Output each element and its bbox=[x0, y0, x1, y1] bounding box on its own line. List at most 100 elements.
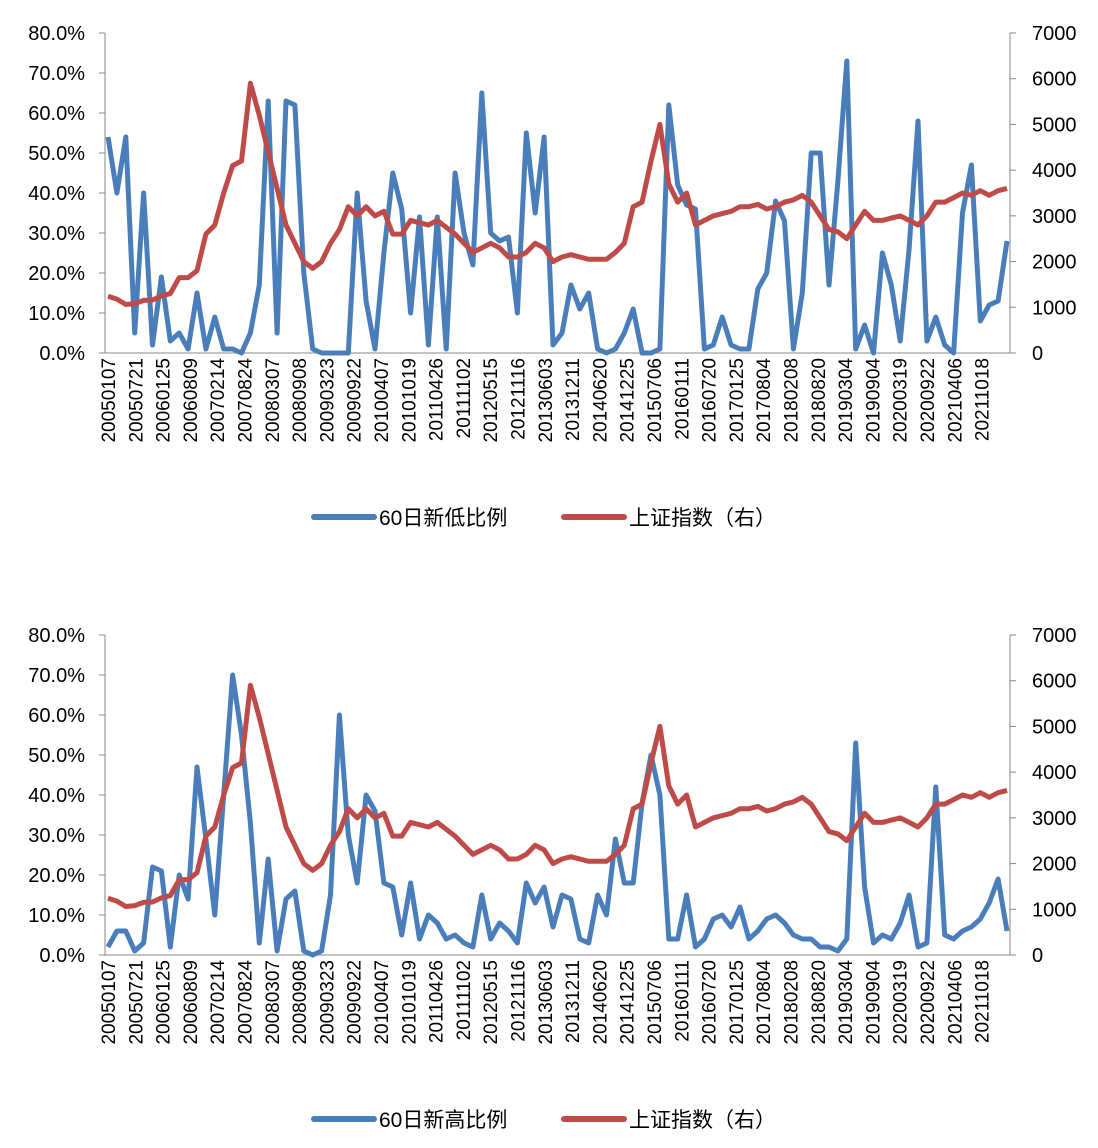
x-tick-label: 20050721 bbox=[126, 358, 147, 443]
left-tick-label: 60.0% bbox=[28, 705, 85, 727]
legend-label-ratio: 60日新高比例 bbox=[379, 1109, 507, 1132]
x-tick-label: 20190904 bbox=[863, 358, 884, 443]
new-high-ratio-line bbox=[105, 672, 1010, 958]
right-tick-label: 4000 bbox=[1032, 762, 1077, 784]
x-tick-label: 20160111 bbox=[672, 960, 693, 1042]
x-tick-label: 20150706 bbox=[645, 358, 666, 443]
x-tick-label: 20140620 bbox=[590, 960, 611, 1045]
right-tick-label: 5000 bbox=[1032, 114, 1077, 136]
left-tick-label: 80.0% bbox=[28, 23, 85, 45]
x-tick-label: 20130603 bbox=[536, 358, 557, 443]
legend-label-index: 上证指数（右） bbox=[629, 1109, 776, 1132]
legend-label-ratio: 60日新低比例 bbox=[379, 507, 507, 530]
x-tick-label: 20160720 bbox=[700, 960, 721, 1045]
x-tick-label: 20111102 bbox=[454, 960, 475, 1040]
left-tick-label: 30.0% bbox=[28, 825, 85, 847]
x-tick-label: 20131211 bbox=[563, 960, 584, 1043]
x-tick-label: 20090323 bbox=[317, 960, 338, 1045]
x-tick-label: 20080307 bbox=[263, 358, 284, 443]
x-tick-label: 20211018 bbox=[973, 358, 994, 441]
x-tick-label: 20200922 bbox=[918, 960, 939, 1045]
shanghai-index-line bbox=[107, 80, 1008, 307]
left-tick-label: 50.0% bbox=[28, 745, 85, 767]
x-tick-label: 20141225 bbox=[618, 358, 639, 443]
right-tick-label: 2000 bbox=[1032, 854, 1077, 876]
x-tick-label: 20180820 bbox=[809, 960, 830, 1045]
x-tick-label: 20100407 bbox=[372, 960, 393, 1045]
new-low-ratio-line bbox=[105, 58, 1010, 356]
left-tick-label: 0.0% bbox=[39, 343, 85, 365]
x-tick-label: 20131211 bbox=[563, 358, 584, 441]
x-tick-label: 20070214 bbox=[208, 960, 229, 1045]
x-tick-label: 20090922 bbox=[345, 960, 366, 1045]
legend-label-index: 上证指数（右） bbox=[629, 507, 776, 530]
right-tick-label: 4000 bbox=[1032, 160, 1077, 182]
right-tick-label: 7000 bbox=[1032, 625, 1077, 647]
x-tick-label: 20160720 bbox=[700, 358, 721, 443]
x-tick-label: 20070824 bbox=[236, 358, 257, 443]
right-tick-label: 1000 bbox=[1032, 899, 1077, 921]
x-tick-label: 20111102 bbox=[454, 358, 475, 438]
x-tick-label: 20130603 bbox=[536, 960, 557, 1045]
shanghai-index-line bbox=[107, 682, 1008, 909]
x-tick-label: 20060125 bbox=[154, 960, 175, 1045]
left-tick-label: 30.0% bbox=[28, 223, 85, 245]
left-tick-label: 40.0% bbox=[28, 183, 85, 205]
left-tick-label: 70.0% bbox=[28, 665, 85, 687]
left-tick-label: 20.0% bbox=[28, 263, 85, 285]
x-tick-label: 20060809 bbox=[181, 358, 202, 443]
x-tick-label: 20060809 bbox=[181, 960, 202, 1045]
right-tick-label: 6000 bbox=[1032, 671, 1077, 693]
x-tick-label: 20121116 bbox=[509, 358, 530, 440]
right-tick-label: 2000 bbox=[1032, 252, 1077, 274]
left-tick-label: 10.0% bbox=[28, 905, 85, 927]
x-tick-label: 20190304 bbox=[836, 960, 857, 1045]
x-tick-label: 20090323 bbox=[317, 358, 338, 443]
left-tick-label: 60.0% bbox=[28, 103, 85, 125]
x-tick-label: 20110426 bbox=[427, 358, 448, 441]
x-tick-label: 20200319 bbox=[891, 960, 912, 1045]
x-tick-label: 20140620 bbox=[590, 358, 611, 443]
x-tick-label: 20100407 bbox=[372, 358, 393, 443]
left-tick-label: 80.0% bbox=[28, 625, 85, 647]
new-high-ratio-chart: 0.0% 10.0% 20.0% 30.0% 40.0% 50.0% 60.0% 70.0% 8… bbox=[28, 625, 1076, 1132]
x-tick-label: 20070824 bbox=[236, 960, 257, 1045]
right-tick-label: 0 bbox=[1032, 945, 1043, 967]
x-tick-label: 20120515 bbox=[481, 358, 502, 443]
x-tick-label: 20050107 bbox=[99, 960, 120, 1045]
x-tick-label: 20170804 bbox=[754, 358, 775, 443]
left-tick-label: 50.0% bbox=[28, 143, 85, 165]
x-tick-label: 20080307 bbox=[263, 960, 284, 1045]
x-tick-label: 20110426 bbox=[427, 960, 448, 1043]
x-tick-label: 20060125 bbox=[154, 358, 175, 443]
right-tick-label: 7000 bbox=[1032, 23, 1077, 45]
x-tick-label: 20090922 bbox=[345, 358, 366, 443]
x-tick-label: 20180208 bbox=[782, 358, 803, 443]
x-tick-label: 20101019 bbox=[399, 960, 420, 1045]
right-tick-label: 6000 bbox=[1032, 69, 1077, 91]
x-tick-label: 20101019 bbox=[399, 358, 420, 443]
left-tick-label: 0.0% bbox=[39, 945, 85, 967]
x-tick-label: 20160111 bbox=[672, 358, 693, 440]
x-tick-label: 20080908 bbox=[290, 960, 311, 1045]
x-tick-label: 20210406 bbox=[945, 960, 966, 1045]
x-tick-label: 20200922 bbox=[918, 358, 939, 443]
left-tick-label: 20.0% bbox=[28, 865, 85, 887]
x-tick-label: 20170125 bbox=[727, 960, 748, 1045]
x-tick-label: 20070214 bbox=[208, 358, 229, 443]
x-tick-label: 20150706 bbox=[645, 960, 666, 1045]
x-tick-label: 20210406 bbox=[945, 358, 966, 443]
x-tick-label: 20190304 bbox=[836, 358, 857, 443]
right-tick-label: 1000 bbox=[1032, 297, 1077, 319]
right-tick-label: 3000 bbox=[1032, 808, 1077, 830]
left-tick-label: 40.0% bbox=[28, 785, 85, 807]
right-tick-label: 0 bbox=[1032, 343, 1043, 365]
x-tick-label: 20050721 bbox=[126, 960, 147, 1045]
x-tick-label: 20190904 bbox=[863, 960, 884, 1045]
new-low-ratio-chart: 0.0% 10.0% 20.0% 30.0% 40.0% 50.0% 60.0% 70.0% 8… bbox=[28, 23, 1076, 530]
x-tick-label: 20170804 bbox=[754, 960, 775, 1045]
right-tick-label: 3000 bbox=[1032, 206, 1077, 228]
right-tick-label: 5000 bbox=[1032, 716, 1077, 738]
x-tick-label: 20121116 bbox=[509, 960, 530, 1042]
